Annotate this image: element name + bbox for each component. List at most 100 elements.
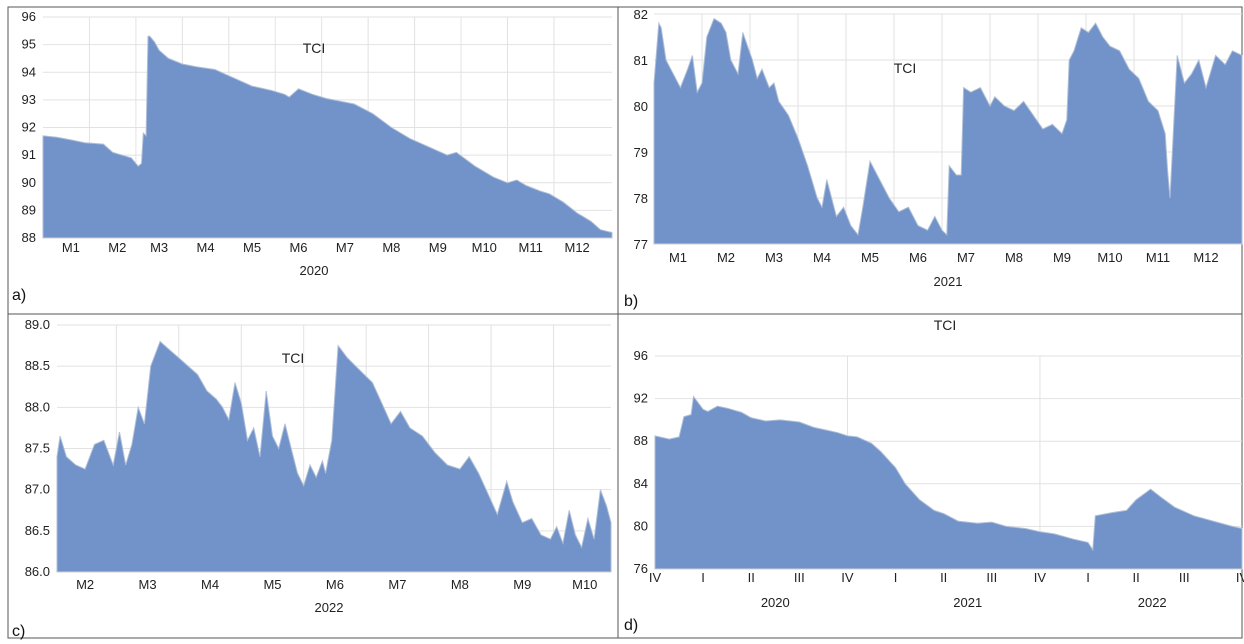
y-tick-label: 88.5 bbox=[25, 358, 50, 373]
panel-c: 86.0 86.5 87.0 87.5 88.0 88.5 89.0 M2 M3 M4 M5 M6 M… bbox=[12, 317, 612, 640]
panel-d-year-labels: 2020 2021 2022 bbox=[761, 595, 1167, 610]
panel-c-label: c) bbox=[12, 623, 25, 640]
y-tick-label: 96 bbox=[634, 348, 648, 363]
year-label: 2021 bbox=[953, 595, 982, 610]
y-tick-label: 94 bbox=[22, 64, 36, 79]
y-tick-label: 92 bbox=[22, 120, 36, 135]
y-tick-label: 87.0 bbox=[25, 482, 50, 497]
panel-c-y-ticks: 86.0 86.5 87.0 87.5 88.0 88.5 89.0 bbox=[25, 317, 50, 579]
x-tick-label: IV bbox=[1236, 570, 1244, 585]
y-tick-label: 87.5 bbox=[25, 441, 50, 456]
x-tick-label: M6 bbox=[326, 577, 344, 592]
y-tick-label: 92 bbox=[634, 391, 648, 406]
x-tick-label: M1 bbox=[669, 250, 687, 265]
y-tick-label: 81 bbox=[634, 53, 648, 68]
x-tick-label: I bbox=[1086, 570, 1090, 585]
panel-b: 77 78 79 80 81 82 M1 M2 M3 M4 M5 M6 M7 M8 M9 M10 M11 M12… bbox=[624, 7, 1243, 310]
x-tick-label: M2 bbox=[76, 577, 94, 592]
panel-a-x-ticks: M1 M2 M3 M4 M5 M6 M7 M8 M9 M10 M11 M12 bbox=[62, 240, 590, 255]
x-tick-label: II bbox=[748, 570, 755, 585]
x-tick-label: II bbox=[1133, 570, 1140, 585]
x-tick-label: M11 bbox=[1146, 250, 1170, 265]
x-tick-label: M12 bbox=[565, 240, 590, 255]
y-tick-label: 86.0 bbox=[25, 564, 50, 579]
y-tick-label: 80 bbox=[634, 99, 648, 114]
y-tick-label: 89 bbox=[22, 202, 36, 217]
panel-c-plot bbox=[56, 340, 612, 573]
panel-a-x-axis-label: 2020 bbox=[300, 263, 329, 278]
tci-area-series bbox=[653, 17, 1243, 245]
panel-d-label: d) bbox=[624, 617, 638, 634]
x-tick-label: II bbox=[940, 570, 947, 585]
y-tick-label: 76 bbox=[634, 561, 648, 576]
y-tick-label: 93 bbox=[22, 92, 36, 107]
tci-area-series bbox=[42, 35, 613, 239]
x-tick-label: III bbox=[986, 570, 997, 585]
figure-border bbox=[7, 6, 1243, 639]
y-tick-label: 90 bbox=[22, 175, 36, 190]
x-tick-label: M9 bbox=[513, 577, 531, 592]
x-tick-label: M5 bbox=[243, 240, 261, 255]
x-tick-label: M1 bbox=[62, 240, 80, 255]
x-tick-label: I bbox=[894, 570, 898, 585]
y-tick-label: 79 bbox=[634, 145, 648, 160]
y-tick-label: 82 bbox=[634, 7, 648, 22]
x-tick-label: M11 bbox=[519, 240, 543, 255]
panel-b-x-ticks: M1 M2 M3 M4 M5 M6 M7 M8 M9 M10 M11 M12 bbox=[669, 250, 1219, 265]
panel-b-title: TCI bbox=[894, 60, 917, 76]
x-tick-label: M7 bbox=[388, 577, 406, 592]
x-tick-label: M9 bbox=[429, 240, 447, 255]
x-tick-label: M8 bbox=[382, 240, 400, 255]
y-tick-label: 84 bbox=[634, 476, 648, 491]
x-tick-label: IV bbox=[841, 570, 854, 585]
y-tick-label: 77 bbox=[634, 237, 648, 252]
x-tick-label: M10 bbox=[572, 577, 597, 592]
y-tick-label: 80 bbox=[634, 518, 648, 533]
panel-d-plot bbox=[654, 395, 1243, 570]
panel-c-x-axis-label: 2022 bbox=[315, 600, 344, 615]
x-tick-label: M2 bbox=[717, 250, 735, 265]
x-tick-label: M6 bbox=[909, 250, 927, 265]
x-tick-label: III bbox=[1179, 570, 1190, 585]
x-tick-label: M12 bbox=[1193, 250, 1218, 265]
x-tick-label: M9 bbox=[1053, 250, 1071, 265]
y-tick-label: 95 bbox=[22, 37, 36, 52]
year-label: 2022 bbox=[1138, 595, 1167, 610]
y-tick-label: 89.0 bbox=[25, 317, 50, 332]
y-tick-label: 78 bbox=[634, 191, 648, 206]
y-tick-label: 91 bbox=[22, 147, 36, 162]
x-tick-label: M5 bbox=[263, 577, 281, 592]
panel-a-title: TCI bbox=[303, 40, 326, 56]
x-tick-label: M3 bbox=[139, 577, 157, 592]
x-tick-label: M7 bbox=[957, 250, 975, 265]
panel-b-y-ticks: 77 78 79 80 81 82 bbox=[634, 7, 648, 252]
panel-b-label: b) bbox=[624, 293, 638, 310]
x-tick-label: M6 bbox=[289, 240, 307, 255]
year-label: 2020 bbox=[761, 595, 790, 610]
x-tick-label: M7 bbox=[336, 240, 354, 255]
x-tick-label: M4 bbox=[197, 240, 215, 255]
panel-b-x-axis-label: 2021 bbox=[934, 274, 963, 289]
x-tick-label: M2 bbox=[108, 240, 126, 255]
panel-d-x-ticks: IV I II III IV I II III IV I II III IV bbox=[649, 570, 1244, 585]
panel-d-y-ticks: 76 80 84 88 92 96 bbox=[634, 348, 648, 576]
panel-b-plot bbox=[653, 17, 1243, 245]
x-tick-label: M8 bbox=[451, 577, 469, 592]
y-tick-label: 86.5 bbox=[25, 523, 50, 538]
x-tick-label: M3 bbox=[150, 240, 168, 255]
x-tick-label: IV bbox=[1034, 570, 1047, 585]
tci-area-series bbox=[654, 395, 1243, 570]
x-tick-label: M4 bbox=[813, 250, 831, 265]
panel-a-plot bbox=[42, 35, 613, 239]
y-tick-label: 88 bbox=[634, 433, 648, 448]
y-tick-label: 96 bbox=[22, 9, 36, 24]
panel-a: 88 89 90 91 92 93 94 95 96 M1 M2 M3 M4 M5 M6 M7 M8 M9 M10… bbox=[12, 9, 613, 304]
y-tick-label: 88 bbox=[22, 230, 36, 245]
panel-d-title: TCI bbox=[934, 317, 957, 333]
x-tick-label: M10 bbox=[1097, 250, 1122, 265]
x-tick-label: M10 bbox=[472, 240, 497, 255]
x-tick-label: M8 bbox=[1005, 250, 1023, 265]
x-tick-label: M4 bbox=[201, 577, 219, 592]
y-tick-label: 88.0 bbox=[25, 399, 50, 414]
